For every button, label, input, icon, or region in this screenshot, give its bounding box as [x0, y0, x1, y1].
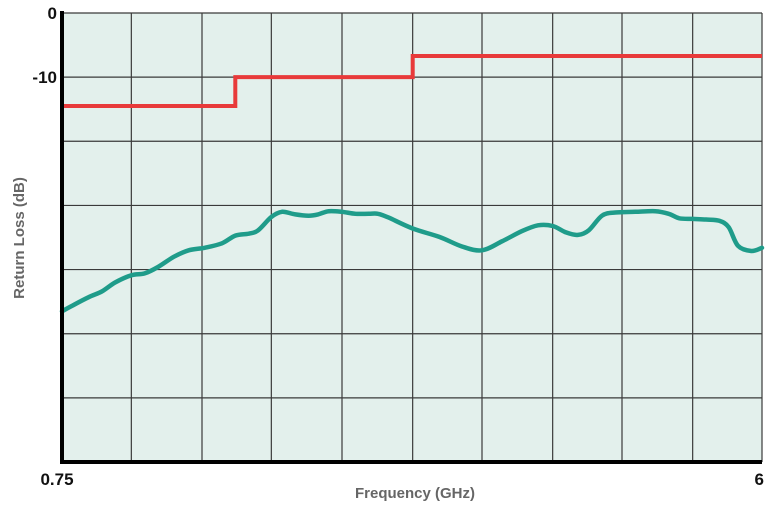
- series-measured-line: [59, 208, 765, 314]
- y-tick-label: -10: [32, 68, 57, 87]
- series-limit-line: [62, 54, 762, 108]
- x-axis-title: Frequency (GHz): [355, 485, 475, 502]
- plot-background: [62, 13, 762, 462]
- x-gridlines: [61, 13, 763, 462]
- y-tick-label: 0: [48, 4, 57, 23]
- y-tick-labels: 0 -10: [32, 4, 57, 87]
- x-tick-label: 0.75: [40, 470, 73, 489]
- x-tick-labels: 0.75 6: [40, 470, 764, 489]
- x-tick-label: 6: [755, 470, 764, 489]
- series-layer: [59, 54, 765, 314]
- y-axis-title: Return Loss (dB): [11, 177, 28, 299]
